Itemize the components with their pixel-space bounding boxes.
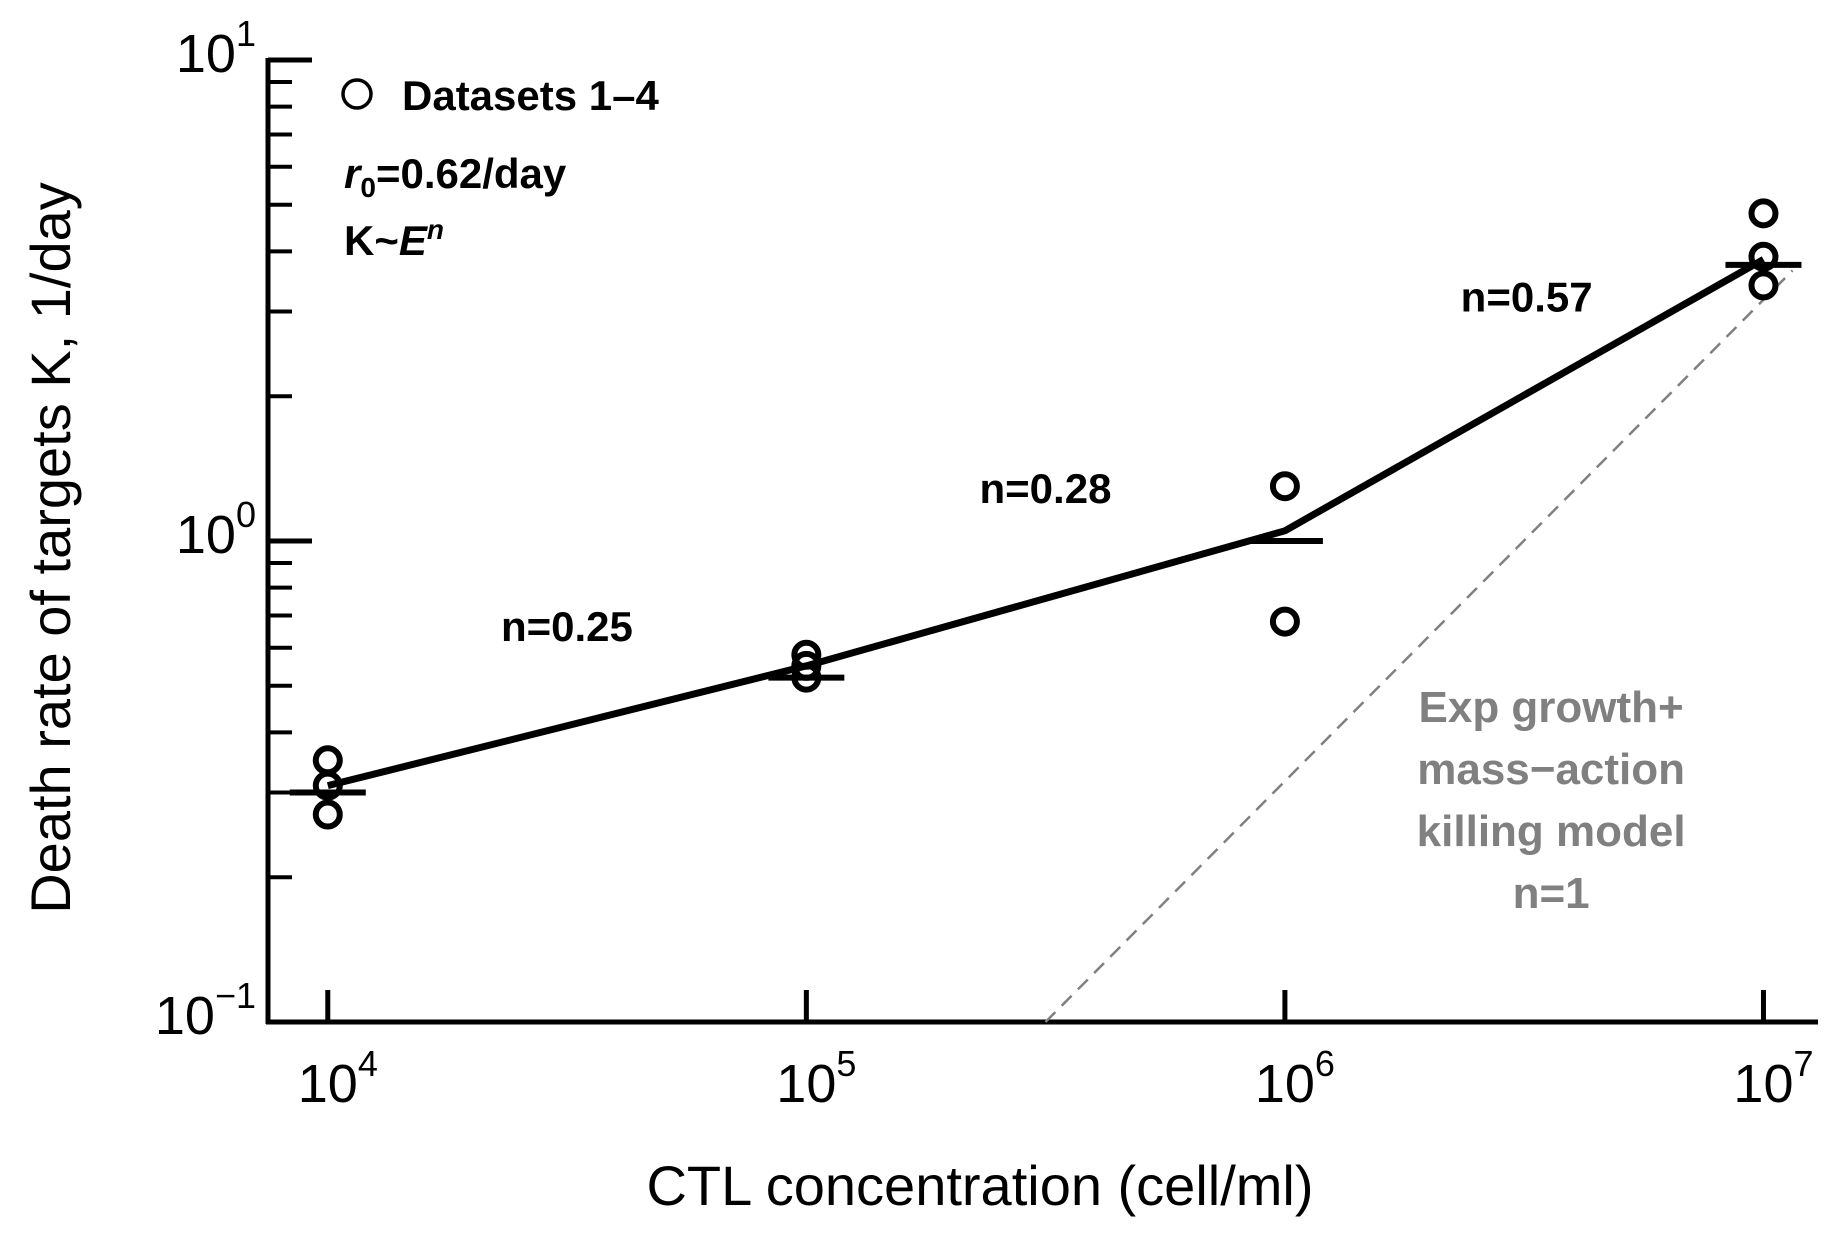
model-label-line: Exp growth+ — [1419, 683, 1684, 732]
model-label-line: mass−action — [1417, 745, 1685, 794]
x-tick-label: 107 — [1733, 1043, 1813, 1114]
fit-line — [326, 256, 1766, 790]
x-tick-base: 10 — [1733, 1054, 1793, 1114]
y-tick-base: 10 — [176, 505, 236, 565]
y-tick-label: 10−1 — [155, 975, 256, 1046]
y-axis-label: Death rate of targets K, 1/day — [19, 182, 82, 914]
x-tick-label: 104 — [298, 1043, 378, 1114]
plot-area: n=0.25 n=0.28 n=0.57 Exp growth+ mass−action… — [289, 198, 1802, 1023]
r0-symbol: r — [344, 150, 363, 197]
slope-annotation: n=0.25 — [501, 603, 633, 650]
k-prefix: K~ — [344, 217, 399, 264]
x-tick-exponent: 6 — [1315, 1043, 1335, 1084]
data-point — [791, 662, 822, 693]
y-tick-exponent: 0 — [236, 494, 256, 535]
x-tick-base: 10 — [1255, 1054, 1315, 1114]
k-relation-text: K~En — [344, 214, 444, 264]
data-point — [791, 650, 822, 681]
y-tick-base: 10 — [155, 986, 215, 1046]
y-tick-exponent: 1 — [236, 13, 256, 54]
r0-text: r0=0.62/day — [344, 150, 567, 203]
data-point — [1748, 241, 1779, 272]
model-label: Exp growth+ mass−action killing model n=1 — [1417, 683, 1686, 918]
data-point — [312, 745, 343, 776]
x-axis-label: CTL concentration (cell/ml) — [646, 1154, 1313, 1217]
x-tick-base: 10 — [298, 1054, 358, 1114]
k-variable: E — [399, 217, 429, 264]
legend-marker-circle — [341, 78, 373, 110]
model-label-line: killing model — [1417, 807, 1686, 856]
slope-annotation: n=0.28 — [980, 465, 1112, 512]
x-tick-exponent: 7 — [1793, 1043, 1813, 1084]
y-tick-exponent: −1 — [215, 975, 256, 1016]
model-label-line: n=1 — [1513, 869, 1590, 918]
data-point — [1269, 471, 1300, 502]
x-ticks: 104 105 106 107 — [298, 990, 1814, 1114]
data-point — [312, 799, 343, 830]
k-exponent: n — [427, 214, 444, 245]
y-tick-label: 100 — [176, 494, 256, 565]
x-tick-exponent: 4 — [358, 1043, 378, 1084]
x-tick-label: 106 — [1255, 1043, 1335, 1114]
data-point — [312, 770, 343, 801]
x-tick-exponent: 5 — [836, 1043, 856, 1084]
y-tick-base: 10 — [176, 24, 236, 84]
x-tick-label: 105 — [776, 1043, 856, 1114]
legend: Datasets 1–4 r0=0.62/day K~En — [341, 72, 659, 264]
data-point — [1269, 606, 1300, 637]
data-point — [1748, 198, 1779, 229]
x-tick-base: 10 — [776, 1054, 836, 1114]
r0-subscript: 0 — [360, 172, 376, 203]
mass-action-model-line — [1044, 269, 1794, 1023]
slope-annotation: n=0.57 — [1461, 274, 1593, 321]
legend-label: Datasets 1–4 — [402, 72, 659, 119]
data-point — [1748, 270, 1779, 301]
y-tick-label: 101 — [176, 13, 256, 84]
y-minor-ticks — [268, 80, 292, 880]
r0-value: =0.62/day — [376, 150, 567, 197]
